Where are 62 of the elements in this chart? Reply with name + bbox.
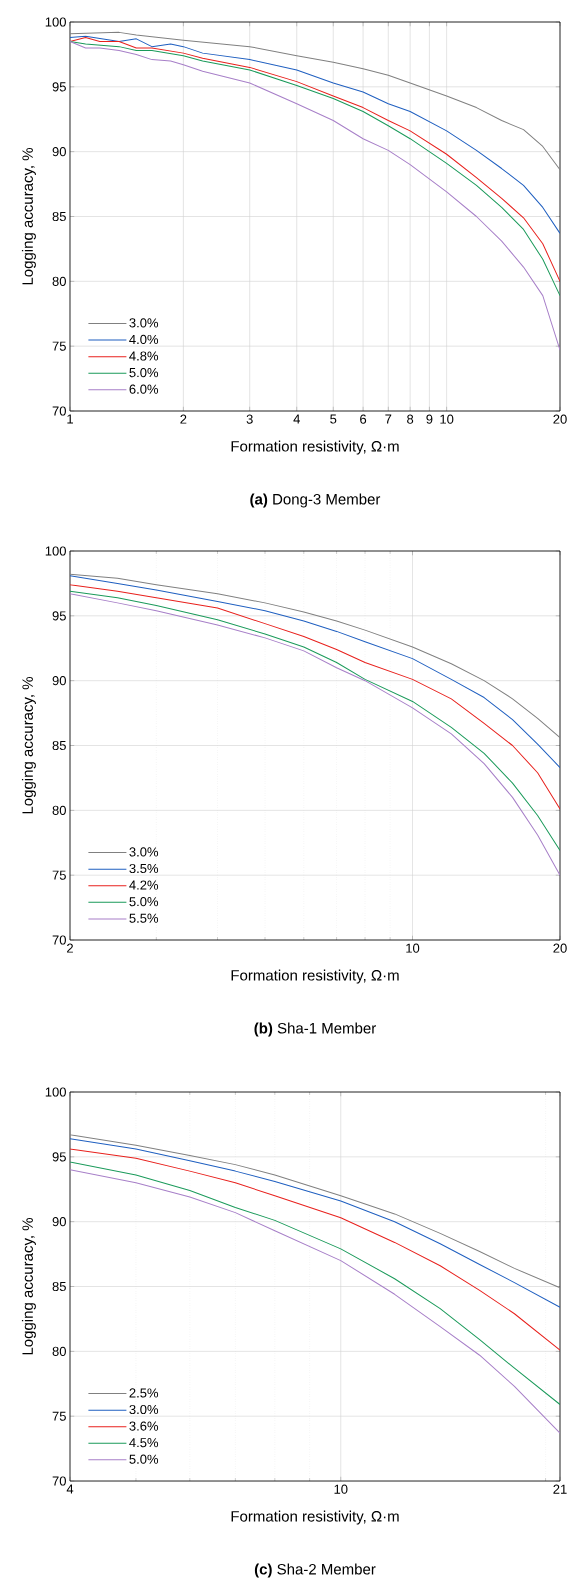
y-tick-label: 70 (52, 935, 66, 945)
y-tick-label: 80 (52, 276, 66, 286)
y-tick-label: 75 (52, 341, 66, 351)
y-tick-label: 100 (45, 546, 66, 556)
legend-label: 6.0% (129, 384, 159, 394)
legend-label: 4.5% (129, 1438, 159, 1448)
y-tick-label: 85 (52, 211, 66, 222)
x-tick-label: 5 (330, 414, 337, 424)
x-tick-label: 6 (360, 414, 367, 424)
x-tick-label: 8 (407, 414, 414, 424)
legend-label: 3.5% (129, 863, 159, 874)
legend-label: 4.0% (129, 334, 159, 345)
legend-label: 5.0% (129, 1454, 159, 1464)
x-tick-label: 21 (553, 1484, 567, 1494)
x-tick-label: 10 (406, 943, 420, 953)
legend-label: 3.0% (129, 847, 159, 857)
y-axis-title: Logging accuracy, % (21, 148, 36, 285)
legend-label: 5.5% (129, 913, 159, 923)
y-tick-label: 90 (52, 1217, 66, 1227)
y-tick-label: 75 (52, 870, 66, 880)
x-tick-label: 1 (67, 414, 73, 424)
text: (c) Sha-2 Member (254, 1563, 376, 1578)
x-axis-title: Formation resistivity, Ω·m (231, 1510, 399, 1525)
y-tick-label: 95 (52, 82, 66, 92)
legend-label: 3.0% (129, 1404, 159, 1415)
y-tick-label: 80 (52, 1346, 66, 1356)
y-tick-label: 90 (52, 147, 66, 157)
y-tick-label: 95 (52, 611, 66, 621)
x-tick-label: 20 (553, 943, 567, 953)
x-tick-label: 7 (385, 414, 392, 424)
y-tick-label: 75 (52, 1411, 66, 1421)
x-tick-label: 10 (334, 1484, 348, 1494)
y-tick-label: 80 (52, 805, 66, 815)
text: (b) Sha-1 Member (254, 1022, 376, 1037)
x-tick-label: 20 (553, 414, 567, 424)
x-tick-label: 10 (440, 414, 454, 424)
y-axis-title: Logging accuracy, % (21, 1218, 36, 1355)
y-tick-label: 70 (52, 406, 66, 416)
legend-label: 4.8% (129, 351, 159, 361)
text: (a) Dong-3 Member (250, 493, 381, 508)
legend-label: 3.6% (129, 1421, 159, 1431)
y-tick-label: 95 (52, 1152, 66, 1162)
x-tick-label: 2 (67, 943, 73, 953)
x-axis-title: Formation resistivity, Ω·m (231, 969, 399, 984)
legend-label: 2.5% (129, 1388, 159, 1398)
y-tick-label: 85 (52, 740, 66, 751)
legend-label: 4.2% (129, 880, 159, 890)
y-tick-label: 100 (45, 17, 66, 27)
y-tick-label: 100 (45, 1087, 66, 1097)
legend-label: 5.0% (129, 367, 159, 378)
y-axis-title: Logging accuracy, % (21, 677, 36, 814)
legend-label: 5.0% (129, 897, 159, 907)
y-tick-label: 70 (52, 1476, 66, 1486)
x-axis-title: Formation resistivity, Ω·m (231, 440, 399, 455)
x-tick-label: 3 (246, 414, 253, 424)
y-tick-label: 85 (52, 1281, 66, 1292)
x-tick-label: 9 (426, 414, 433, 424)
x-tick-label: 4 (66, 1484, 74, 1494)
x-tick-label: 2 (180, 414, 187, 424)
legend-label: 3.0% (129, 318, 159, 328)
y-tick-label: 90 (52, 676, 66, 686)
x-tick-label: 4 (293, 414, 300, 424)
